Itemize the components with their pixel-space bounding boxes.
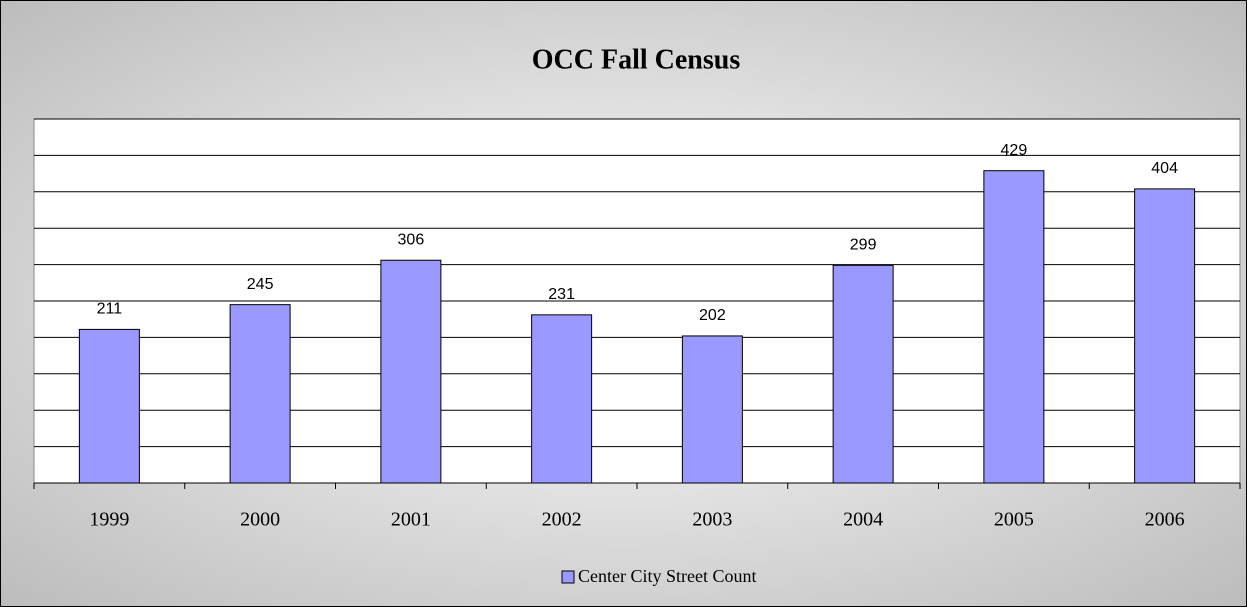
legend-swatch — [561, 570, 575, 584]
bar — [681, 335, 743, 484]
x-tick-label: 2003 — [692, 509, 732, 531]
x-tick-label: 2000 — [240, 509, 280, 531]
legend-label: Center City Street Count — [578, 566, 756, 586]
bar — [1134, 188, 1196, 484]
legend: Center City Street Count — [561, 566, 756, 586]
bar — [229, 304, 291, 484]
x-tick-label: 2001 — [391, 509, 431, 531]
x-tick-label: 1999 — [89, 509, 129, 531]
value-label: 245 — [247, 276, 274, 293]
value-label: 429 — [1001, 142, 1028, 159]
bar — [78, 328, 140, 484]
x-tick-label: 2002 — [542, 509, 582, 531]
value-label: 211 — [97, 301, 123, 318]
value-label: 306 — [398, 231, 425, 248]
bar — [531, 314, 593, 484]
bar — [380, 259, 442, 484]
chart-title: OCC Fall Census — [532, 44, 741, 75]
value-label: 404 — [1151, 160, 1178, 177]
x-tick-label: 2006 — [1145, 509, 1185, 531]
value-label: 299 — [850, 237, 877, 254]
bar — [832, 264, 894, 484]
bar — [983, 170, 1045, 484]
value-label: 202 — [699, 307, 726, 324]
x-tick-label: 2004 — [843, 509, 883, 531]
x-tick-label: 2005 — [994, 509, 1034, 531]
value-label: 231 — [548, 286, 575, 303]
